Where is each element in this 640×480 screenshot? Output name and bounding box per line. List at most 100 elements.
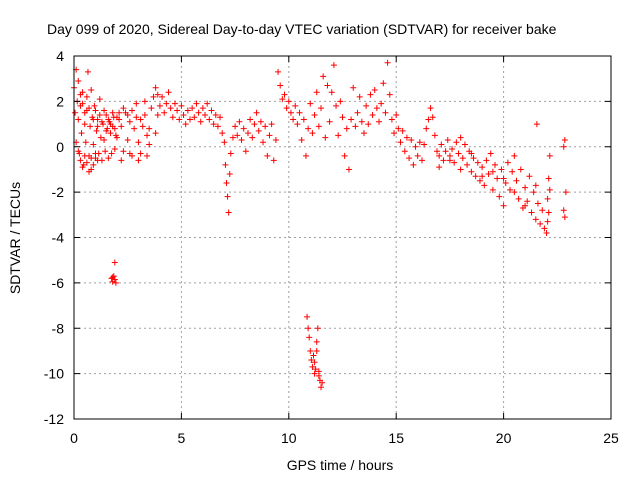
data-point [118, 157, 125, 164]
data-point [408, 136, 415, 143]
data-point [87, 123, 94, 130]
data-point [128, 107, 135, 114]
data-point [546, 186, 553, 193]
data-point [365, 121, 372, 128]
data-point [214, 123, 221, 130]
data-point [90, 116, 97, 123]
data-point [272, 136, 279, 143]
data-point [457, 134, 464, 141]
data-point [101, 136, 108, 143]
data-point [171, 100, 178, 107]
data-point [537, 220, 544, 227]
data-point [81, 121, 88, 128]
data-point [384, 59, 391, 66]
data-point [436, 164, 443, 171]
data-point [244, 130, 251, 137]
data-point [449, 146, 456, 153]
data-point [427, 105, 434, 112]
data-point [133, 114, 140, 121]
data-point [110, 273, 117, 280]
data-point [264, 152, 271, 159]
data-point [148, 105, 155, 112]
data-point [561, 136, 568, 143]
data-point [479, 164, 486, 171]
data-point [270, 157, 277, 164]
data-point [453, 139, 460, 146]
data-point [305, 325, 312, 332]
data-point [156, 102, 163, 109]
data-point [414, 152, 421, 159]
data-point [240, 125, 247, 132]
data-point [219, 130, 226, 137]
data-point [515, 195, 522, 202]
data-point [279, 96, 286, 103]
data-point [184, 107, 191, 114]
data-point [524, 198, 531, 205]
data-point [105, 116, 112, 123]
data-point [152, 84, 159, 91]
data-point [111, 125, 118, 132]
data-point [234, 132, 241, 139]
data-point [310, 352, 317, 359]
data-point [421, 141, 428, 148]
data-point [300, 116, 307, 123]
data-point [236, 118, 243, 125]
data-points [71, 59, 569, 391]
data-point [257, 118, 264, 125]
data-point [507, 186, 514, 193]
data-point [312, 366, 319, 373]
data-point [118, 123, 125, 130]
data-point [320, 73, 327, 80]
data-point [472, 173, 479, 180]
data-point [96, 96, 103, 103]
x-tick-label: 20 [496, 430, 512, 446]
data-point [545, 175, 552, 182]
data-point [141, 111, 148, 118]
data-point [489, 186, 496, 193]
data-point [328, 89, 335, 96]
y-tick-label: -12 [44, 411, 64, 427]
data-point [124, 111, 131, 118]
data-point [217, 114, 224, 121]
data-point [226, 170, 233, 177]
data-point [111, 259, 118, 266]
data-point [91, 102, 98, 109]
data-point [135, 139, 142, 146]
data-point [354, 109, 361, 116]
data-point [485, 170, 492, 177]
data-point [294, 121, 301, 128]
data-point [522, 184, 529, 191]
data-point [476, 177, 483, 184]
data-point [341, 152, 348, 159]
data-point [315, 372, 322, 379]
data-point [511, 189, 518, 196]
data-point [498, 166, 505, 173]
data-point [388, 116, 395, 123]
data-point [102, 148, 109, 155]
data-point [135, 157, 142, 164]
data-point [90, 161, 97, 168]
data-point [309, 130, 316, 137]
data-point [509, 168, 516, 175]
data-point [314, 325, 321, 332]
data-point [75, 148, 82, 155]
data-point [403, 134, 410, 141]
data-point [224, 193, 231, 200]
data-point [202, 111, 209, 118]
data-point [313, 89, 320, 96]
data-point [479, 173, 486, 180]
data-point [318, 105, 325, 112]
data-point [116, 116, 123, 123]
data-point [75, 116, 82, 123]
data-point [169, 114, 176, 121]
y-tick-label: -10 [44, 366, 64, 382]
x-tick-label: 10 [281, 430, 297, 446]
data-point [313, 347, 320, 354]
data-point [533, 121, 540, 128]
data-point [446, 157, 453, 164]
data-point [178, 102, 185, 109]
grid-lines [74, 56, 611, 419]
data-point [92, 150, 99, 157]
data-point [277, 82, 284, 89]
data-point [109, 109, 116, 116]
